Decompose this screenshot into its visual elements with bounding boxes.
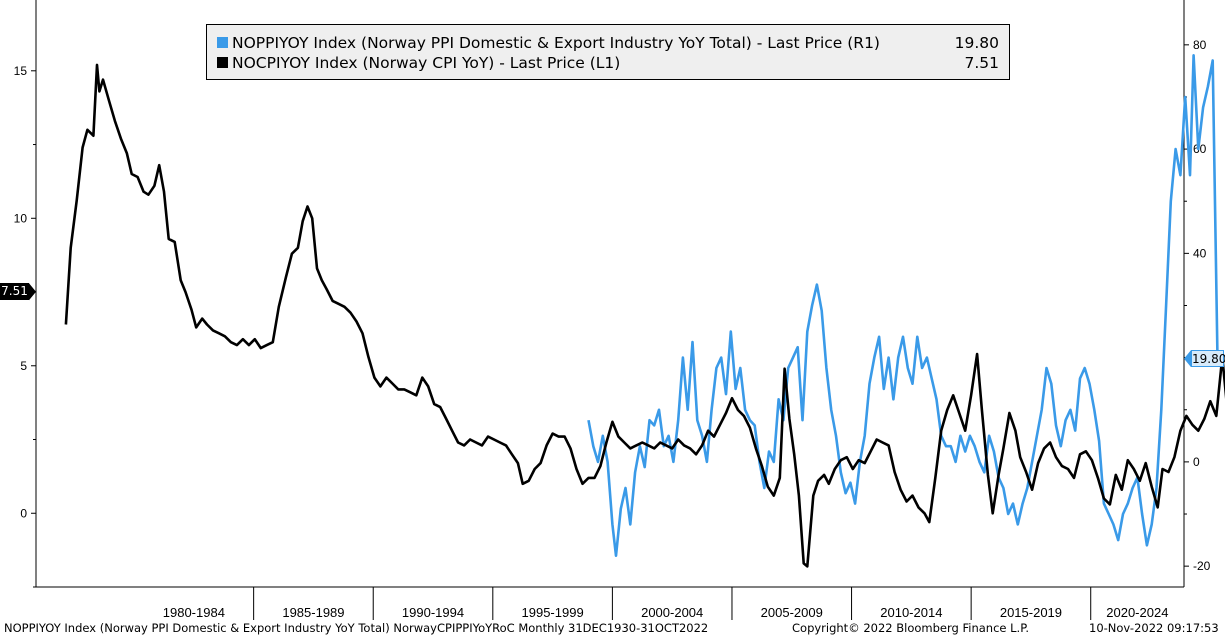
x-category-label: 2010-2014 bbox=[880, 605, 942, 620]
right-tick-label: 0 bbox=[1193, 455, 1200, 469]
x-axis-category-labels: 1980-1984 1985-1989 1990-1994 1995-1999 2000… bbox=[163, 587, 1168, 620]
right-tick-label: -20 bbox=[1193, 559, 1211, 573]
footer-description: NOPPIYOY Index (Norway PPI Domestic & Ex… bbox=[4, 621, 709, 635]
legend-ppi-label: NOPPIYOY Index (Norway PPI Domestic & Ex… bbox=[232, 34, 880, 52]
legend-ppi-value: 19.80 bbox=[954, 34, 999, 52]
ppi-last-value-marker: 19.80 bbox=[1191, 350, 1225, 368]
ppi-swatch-icon bbox=[217, 37, 228, 48]
ppi-line bbox=[587, 53, 1219, 558]
right-tick-label: 60 bbox=[1193, 142, 1207, 156]
left-tick-label: 5 bbox=[20, 359, 27, 373]
legend-entry-cpi: NOCPIYOY Index (Norway CPI YoY) - Last P… bbox=[217, 54, 999, 74]
x-category-label: 2015-2019 bbox=[1000, 605, 1062, 620]
cpi-line bbox=[64, 63, 1225, 568]
left-tick-label: 15 bbox=[14, 64, 28, 78]
footer-copyright: Copyright© 2022 Bloomberg Finance L.P. bbox=[792, 621, 1029, 635]
left-tick-label: 10 bbox=[14, 211, 28, 225]
x-category-label: 1985-1989 bbox=[282, 605, 344, 620]
right-tick-label: 80 bbox=[1193, 38, 1207, 52]
ppi-marker-arrow bbox=[1184, 350, 1191, 368]
x-category-label: 2005-2009 bbox=[761, 605, 823, 620]
x-category-label: 2020-2024 bbox=[1106, 605, 1168, 620]
footer-timestamp: 10-Nov-2022 09:17:53 bbox=[1089, 621, 1219, 635]
legend-entry-ppi: NOPPIYOY Index (Norway PPI Domestic & Ex… bbox=[217, 34, 999, 54]
x-category-label: 1990-1994 bbox=[402, 605, 464, 620]
cpi-marker-arrow bbox=[29, 283, 36, 301]
legend-cpi-label: NOCPIYOY Index (Norway CPI YoY) - Last P… bbox=[232, 54, 621, 72]
chart-legend: NOPPIYOY Index (Norway PPI Domestic & Ex… bbox=[206, 24, 1010, 80]
ppi-series bbox=[587, 53, 1219, 558]
cpi-swatch-icon bbox=[217, 57, 228, 68]
legend-cpi-value: 7.51 bbox=[964, 54, 999, 72]
right-tick-label: 40 bbox=[1193, 246, 1207, 260]
x-category-label: 1980-1984 bbox=[163, 605, 225, 620]
cpi-series bbox=[64, 63, 1225, 568]
x-category-label: 1995-1999 bbox=[522, 605, 584, 620]
cpi-last-value-marker: 7.51 bbox=[0, 283, 29, 301]
x-category-label: 2000-2004 bbox=[641, 605, 703, 620]
left-tick-label: 0 bbox=[20, 506, 27, 520]
